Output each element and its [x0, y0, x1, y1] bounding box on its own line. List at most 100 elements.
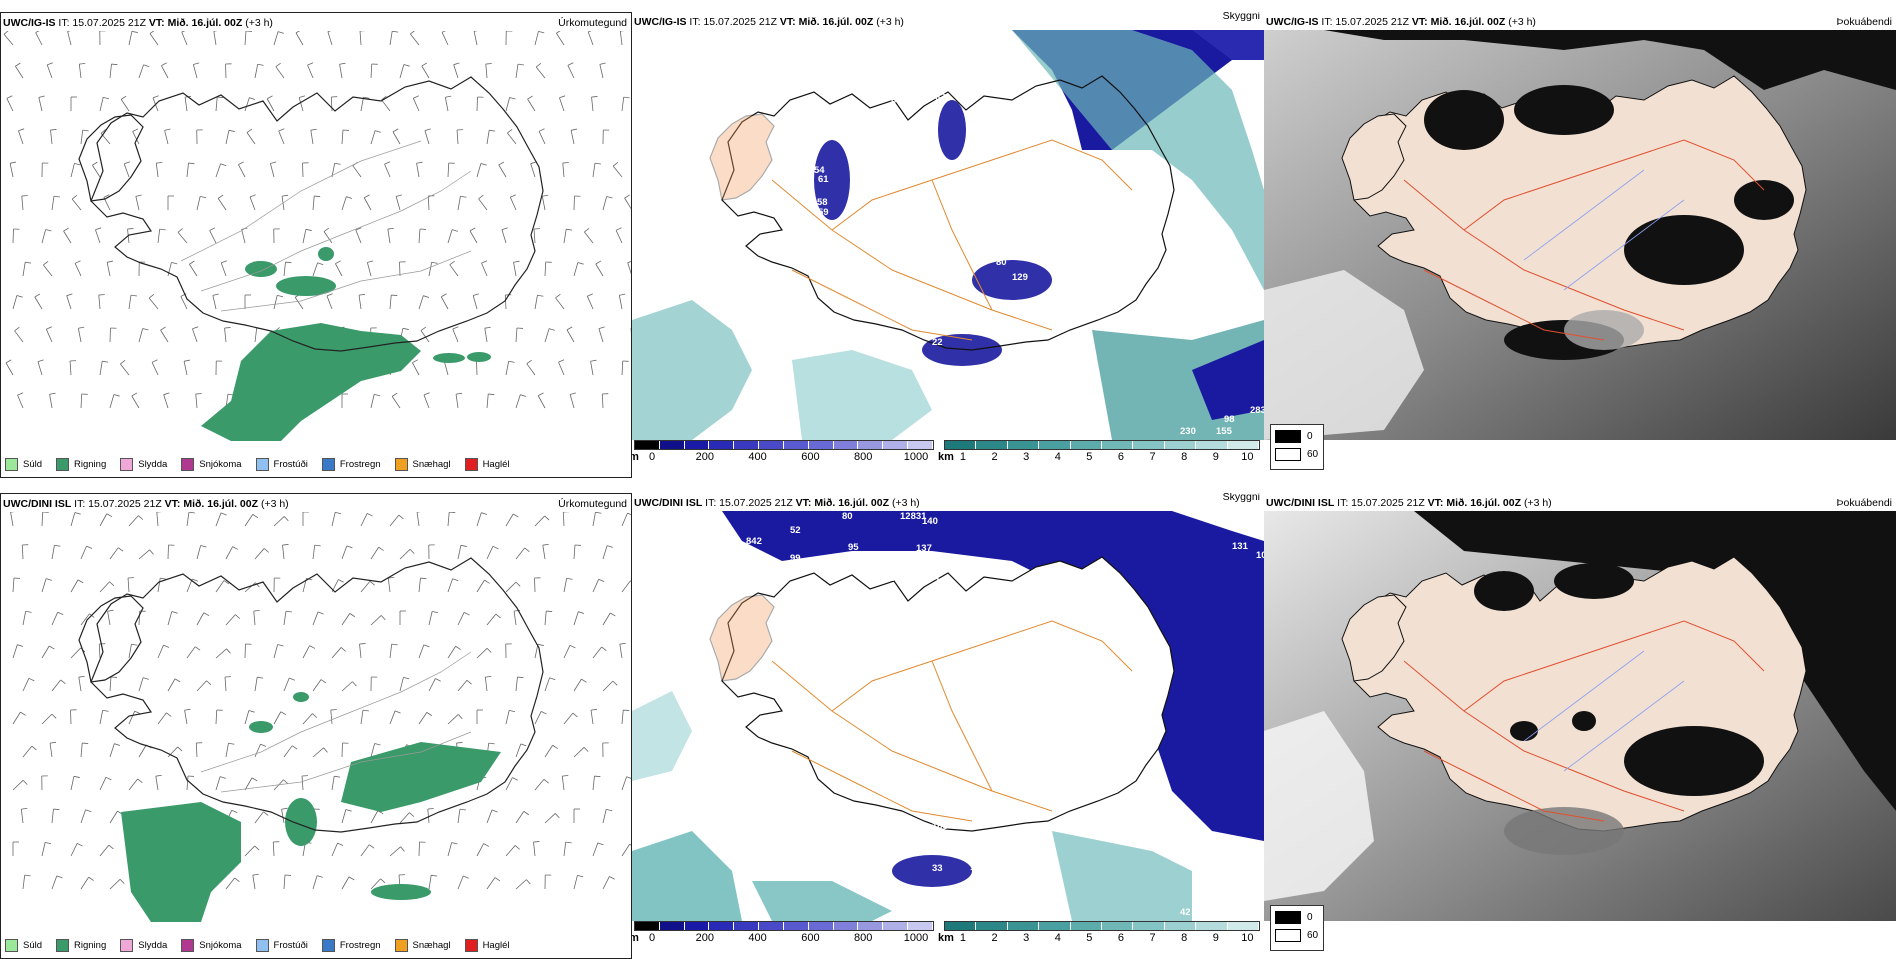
wind-barb — [574, 612, 578, 625]
wind-barb — [516, 880, 526, 889]
wind-barb — [385, 164, 390, 177]
ceiling-value: 98 — [790, 75, 801, 86]
wind-barb-flag — [489, 743, 495, 744]
wind-barb — [419, 229, 420, 243]
wind-barb — [388, 578, 390, 592]
wind-barb — [371, 743, 375, 757]
wind-barb — [545, 329, 549, 342]
wind-barb-flag — [324, 228, 329, 231]
wind-barb-flag — [132, 31, 138, 32]
wind-barb — [361, 845, 369, 856]
wind-barb-flag — [458, 714, 462, 718]
wind-barbs — [11, 512, 632, 889]
wind-barb-flag — [120, 879, 124, 883]
ceiling-value: 105 — [900, 33, 917, 44]
wind-barb-flag — [296, 31, 301, 33]
ceiling-value: 842 — [746, 536, 762, 547]
wind-barb — [100, 97, 103, 111]
wind-barb — [157, 512, 158, 526]
wind-barb-flag — [359, 294, 365, 295]
wind-barb — [396, 197, 400, 210]
visibility-map: 8095128311401371351311079918472142591189… — [632, 511, 1264, 921]
wind-barb-flag — [210, 228, 215, 231]
ceiling-value: 165 — [1216, 907, 1233, 918]
wind-barb-flag — [543, 544, 549, 545]
wind-barb-flag — [103, 97, 109, 98]
wind-barb — [342, 810, 346, 823]
wind-barb — [413, 98, 419, 111]
valid-time: VT: Mið. 16.júl. 00Z — [165, 498, 258, 510]
ceiling-value: 68 — [832, 115, 843, 126]
wind-barb-flag — [95, 228, 101, 230]
wind-barb-flag — [374, 394, 380, 395]
panel-title: Úrkomutegund — [558, 15, 627, 31]
fog-legend: 0 60 — [1270, 905, 1324, 951]
wind-barb — [313, 680, 321, 691]
wind-barb-flag — [114, 395, 120, 397]
panel-header: UWC/DINI ISL IT: 15.07.2025 21Z VT: Mið.… — [3, 496, 627, 512]
wind-barb — [625, 198, 632, 210]
wind-barb — [81, 877, 89, 889]
wind-barb — [13, 296, 17, 309]
init-time: IT: 15.07.2025 21Z — [1321, 16, 1409, 28]
wind-barb — [356, 230, 361, 243]
legend-item: Frostúði — [256, 939, 308, 952]
wind-barb — [274, 644, 278, 658]
wind-barb-flag — [118, 548, 123, 552]
wind-barb — [448, 579, 453, 592]
wind-barb — [295, 297, 303, 309]
wind-barb — [23, 611, 26, 625]
wind-barb-flag — [432, 262, 438, 263]
wind-barb-flag — [229, 130, 235, 131]
wind-barb-flag — [379, 547, 384, 550]
wind-barb-flag — [286, 611, 292, 612]
wind-barb-flag — [481, 513, 487, 515]
wind-barb-flag — [413, 96, 418, 98]
wind-barb — [42, 842, 45, 856]
wind-barb — [448, 163, 449, 177]
wind-barb-flag — [577, 875, 583, 876]
wind-barb — [620, 644, 622, 658]
wind-barb-flag — [460, 809, 466, 810]
scale-tick-label: 400 — [748, 932, 766, 944]
wind-barb — [158, 645, 163, 658]
wind-barb-flag — [369, 845, 374, 849]
wind-barb — [327, 296, 332, 309]
wind-barb-flag — [570, 393, 576, 395]
wind-barb-flag — [578, 612, 584, 614]
wind-barb — [187, 512, 189, 526]
wind-barb-flag — [54, 545, 60, 546]
wind-barb-flag — [599, 579, 604, 581]
wind-barb-flag — [396, 195, 402, 197]
ceiling-value: 127 — [981, 841, 997, 852]
precip-legend: Súld Rigning Slydda Snjókoma Frostúði Fr… — [5, 458, 524, 471]
wind-barb-flag — [578, 263, 584, 265]
wind-barb-flag — [528, 96, 533, 99]
wind-barb — [542, 196, 545, 210]
wind-barb — [514, 611, 516, 625]
wind-barb — [516, 744, 521, 757]
wind-barb-flag — [566, 842, 572, 843]
wind-barb — [22, 196, 23, 210]
wind-barb-flag — [352, 682, 356, 686]
wind-barb-flag — [606, 809, 612, 810]
wind-barb — [592, 97, 593, 111]
wind-barb — [245, 31, 246, 45]
valid-time: VT: Mið. 16.júl. 00Z — [149, 17, 242, 29]
legend-item: Snæhagl — [395, 458, 451, 471]
wind-barb — [214, 31, 216, 45]
wind-barb — [152, 362, 158, 375]
wind-barb — [139, 550, 150, 559]
wind-barb — [400, 549, 410, 559]
wind-barb — [189, 264, 197, 276]
wind-barb — [419, 645, 424, 658]
wind-barb — [382, 100, 390, 111]
wind-barb-flag — [600, 63, 606, 64]
wind-barb — [603, 681, 613, 691]
scale-tick-label: 3 — [1023, 451, 1029, 463]
wind-barb — [571, 130, 574, 144]
wind-barb — [238, 165, 245, 177]
wind-barb-flag — [282, 195, 288, 196]
wind-barb — [178, 232, 187, 243]
scale-tick-label: 8 — [1181, 451, 1187, 463]
